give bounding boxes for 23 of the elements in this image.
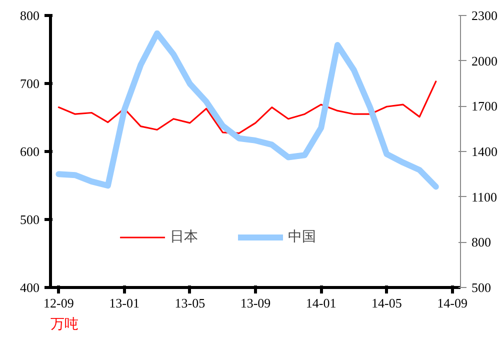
y-tick-label: 600 <box>20 144 40 159</box>
y2-tick-label: 2000 <box>472 53 498 68</box>
y2-tick-label: 800 <box>472 234 491 250</box>
y2-tick-label: 500 <box>472 280 491 295</box>
y2-tick-label: 2300 <box>472 8 498 23</box>
x-tick-label: 13-05 <box>174 296 206 310</box>
x-tick-label: 13-01 <box>109 296 140 310</box>
x-tick-label: 14-01 <box>306 296 336 310</box>
x-tick-label: 14-09 <box>437 296 468 310</box>
y-tick-label: 500 <box>20 212 40 227</box>
y2-tick-label: 1700 <box>472 98 498 114</box>
text: 万吨 <box>50 316 78 332</box>
y2-tick-label: 1400 <box>472 144 498 159</box>
y-tick-label: 400 <box>20 280 40 295</box>
x-tick-label: 14-05 <box>372 296 402 310</box>
x-tick-label: 12-09 <box>44 296 74 310</box>
y2-tick-label: 1100 <box>472 189 498 204</box>
y-tick-label: 800 <box>20 8 40 23</box>
x-tick-label: 13-09 <box>240 296 271 310</box>
legend-label: 日本 <box>170 228 198 246</box>
y-tick-label: 700 <box>20 76 40 91</box>
legend-label: 中国 <box>288 228 316 246</box>
line-series <box>58 80 437 134</box>
